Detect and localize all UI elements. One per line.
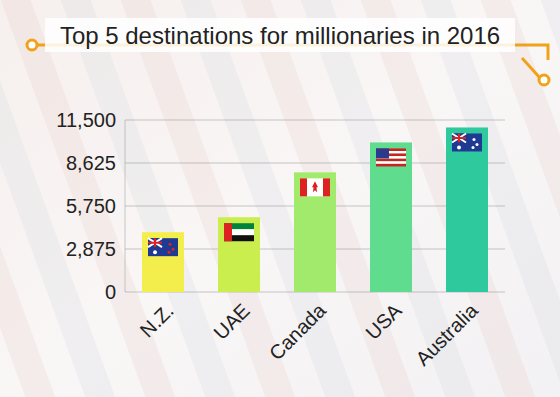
flag-icon [376, 148, 406, 166]
flag-part [473, 138, 476, 141]
flag-part [376, 159, 406, 162]
flag-part [452, 133, 466, 142]
flag-part [452, 133, 482, 151]
flag-part [300, 178, 307, 196]
flag-part [472, 146, 475, 149]
title-decoration [27, 40, 37, 50]
flags [148, 133, 482, 256]
flag-part [169, 243, 172, 246]
bar [446, 127, 488, 292]
flag-part [172, 248, 175, 251]
flag-part [376, 148, 389, 158]
x-tick-label: Australia [411, 299, 482, 370]
flag-icon [452, 133, 482, 151]
flag-icon [300, 178, 330, 196]
bars [142, 127, 488, 292]
flag-part [476, 143, 479, 146]
bar [218, 217, 260, 292]
y-tick-label: 8,625 [66, 152, 116, 174]
bar [294, 172, 336, 292]
flag-part [300, 178, 330, 196]
x-tick-label: Canada [265, 299, 331, 365]
flag-part [376, 161, 406, 164]
chart-root: Top 5 destinations for millionaries in 2… [0, 0, 560, 397]
title-box [45, 18, 515, 52]
background-pattern [0, 0, 560, 397]
background [0, 0, 560, 397]
flag-part [323, 178, 330, 196]
flag-icon [224, 223, 254, 241]
flag-part [224, 223, 232, 241]
x-tick-label: UAE [209, 299, 254, 344]
bar [142, 232, 184, 292]
bar [370, 142, 412, 292]
flag-part [457, 145, 461, 149]
x-tick-label: USA [361, 299, 406, 344]
flag-part [148, 238, 162, 247]
grid-line [125, 120, 505, 121]
chart-title: Top 5 destinations for millionaries in 2… [60, 22, 500, 49]
flag-part [153, 250, 157, 254]
flag-icon [148, 238, 178, 256]
flag-part [148, 238, 178, 256]
flag-part [452, 133, 466, 142]
y-tick-label: 2,875 [66, 238, 116, 260]
x-tick-label: N.Z. [136, 299, 178, 341]
flag-part [148, 238, 162, 247]
flag-part [312, 181, 318, 192]
y-tick-label: 5,750 [66, 195, 116, 217]
flag-part [168, 251, 171, 254]
y-tick-label: 11,500 [56, 109, 116, 131]
chart-svg: Top 5 destinations for millionaries in 2… [0, 0, 560, 397]
y-tick-label: 0 [105, 281, 116, 303]
title-decoration [539, 75, 549, 85]
background-overlay [0, 0, 560, 397]
flag-part [148, 238, 162, 247]
flag-part [376, 164, 406, 167]
flag-part [452, 133, 466, 142]
